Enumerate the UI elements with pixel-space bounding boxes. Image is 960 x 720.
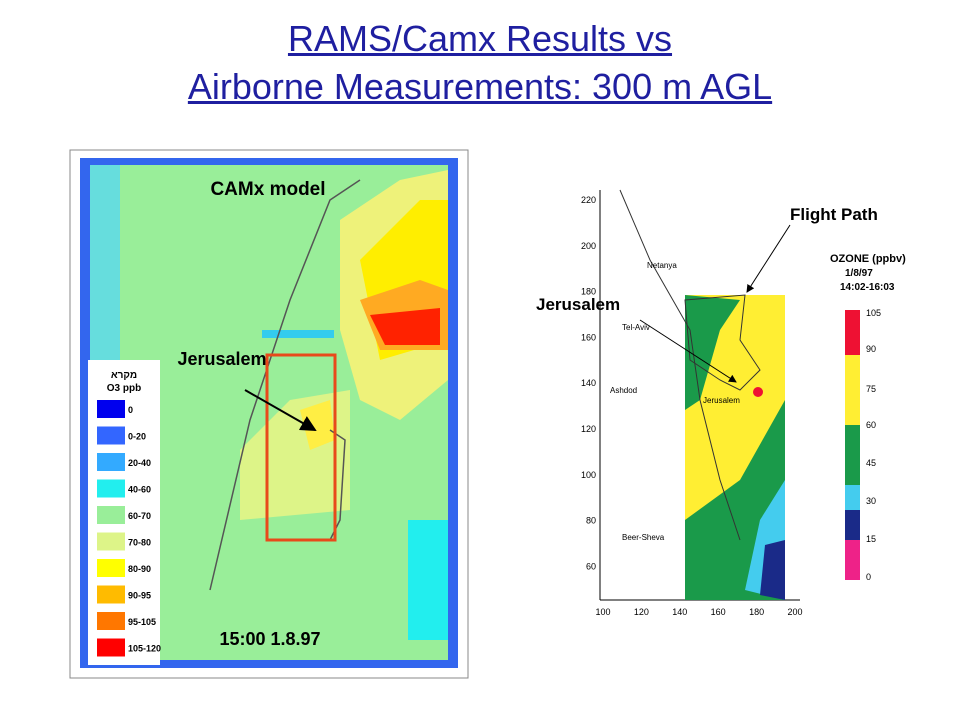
map-label: CAMx model (210, 179, 325, 200)
scale-label: 0 (866, 572, 871, 582)
scale-label: 15 (866, 534, 876, 544)
legend-label: 105-120 (128, 644, 161, 654)
legend-swatch (97, 426, 125, 445)
axis-label: 140 (672, 607, 687, 617)
legend-subtitle: O3 ppb (107, 383, 141, 394)
legend-swatch (97, 400, 125, 418)
legend-label: 40-60 (128, 485, 151, 495)
scale-label: 45 (866, 458, 876, 468)
axis-label: 100 (581, 470, 596, 480)
place-label: Ashdod (610, 386, 637, 395)
legend-title: מקרא (111, 370, 137, 381)
legend-label: 0 (128, 405, 133, 415)
scale-label: 30 (866, 496, 876, 506)
legend-swatch (97, 532, 125, 551)
axis-label: 80 (586, 516, 596, 526)
axis-label: 180 (581, 287, 596, 297)
scale-label: 60 (866, 420, 876, 430)
legend-swatch (97, 585, 125, 604)
axis-label: 60 (586, 561, 596, 571)
legend-label: 90-95 (128, 591, 151, 601)
place-label: Beer-Sheva (622, 533, 665, 542)
scale-date: 1/8/97 (845, 268, 873, 279)
axis-label: 160 (581, 332, 596, 342)
timestamp: 15:00 1.8.97 (219, 629, 320, 649)
title-line: Airborne Measurements: 300 m AGL (187, 66, 773, 107)
place-label: Jerusalem (703, 396, 740, 405)
axis-label: 180 (749, 607, 764, 617)
map-labels: 220 200 180 160 140 120 100 80 60 100 120 140 160 180… (581, 195, 881, 617)
legend-label: 80-90 (128, 564, 151, 574)
flight-map: Flight Path Jerusalem OZONE (ppbv) 1/8/9… (536, 185, 906, 617)
legend-label: 20-40 (128, 458, 151, 468)
place-label: Tel-Aviv (622, 323, 650, 332)
legend: 0 0-20 20-40 40-60 60-70 70-80 80-90 90-95 95-10… (97, 400, 161, 657)
model-map: CAMx model Jerusalem 15:00 1.8.97 מקרא O… (69, 149, 469, 679)
axis-label: 160 (711, 607, 726, 617)
map-label: Flight Path (790, 205, 878, 224)
scale-time: 14:02-16:03 (840, 282, 895, 293)
scale-title: OZONE (ppbv) (830, 253, 906, 265)
axis-label: 200 (581, 241, 596, 251)
map-label: Jerusalem (536, 295, 620, 314)
legend-swatch (97, 506, 125, 524)
legend-label: 60-70 (128, 511, 151, 521)
legend-swatch (97, 638, 125, 657)
axis-label: 220 (581, 195, 596, 205)
axis-label: 120 (581, 424, 596, 434)
scale-label: 105 (866, 308, 881, 318)
map-label: Jerusalem (177, 349, 266, 369)
legend-label: 95-105 (128, 617, 156, 627)
place-label: Netanya (647, 261, 677, 270)
legend-label: 70-80 (128, 538, 151, 548)
title-line: RAMS/Camx Results vs (287, 18, 673, 59)
legend-swatch (97, 559, 125, 577)
scale-label: 90 (866, 344, 876, 354)
legend-label: 0-20 (128, 432, 146, 442)
axis-label: 140 (581, 378, 596, 388)
axis-label: 120 (634, 607, 649, 617)
scale-label: 75 (866, 384, 876, 394)
legend-swatch (97, 453, 125, 471)
legend-swatch (97, 479, 125, 498)
axis-label: 200 (787, 607, 802, 617)
axis-label: 100 (595, 607, 610, 617)
legend-swatch (97, 612, 125, 630)
